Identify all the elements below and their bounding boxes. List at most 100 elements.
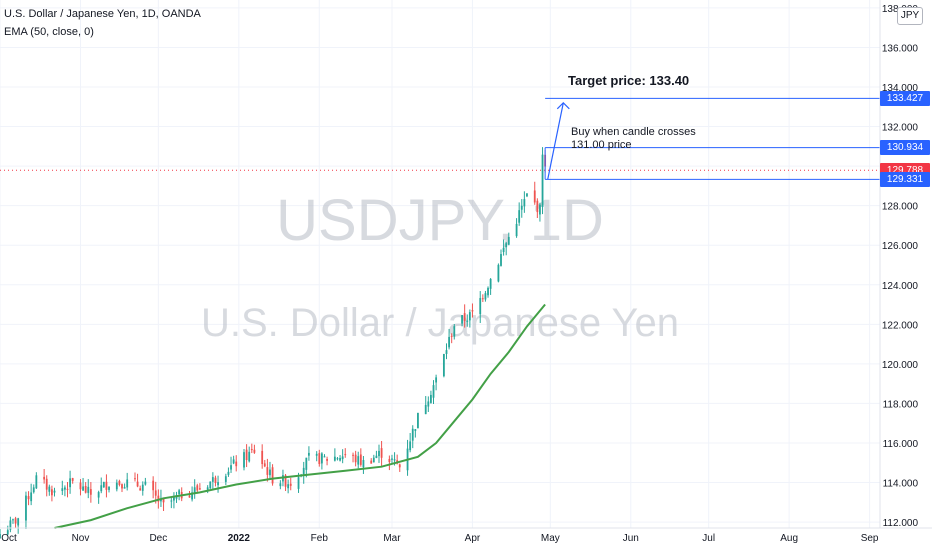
candle-body bbox=[27, 496, 30, 500]
candle-body bbox=[533, 190, 536, 203]
x-tick-label: Mar bbox=[383, 533, 401, 544]
y-tick-label: 114.000 bbox=[883, 479, 919, 490]
x-tick-label: Dec bbox=[149, 533, 167, 544]
candle-body bbox=[126, 479, 129, 488]
candle-body bbox=[87, 486, 90, 493]
candle-body bbox=[466, 320, 469, 322]
candle-body bbox=[224, 476, 227, 482]
symbol-title[interactable]: U.S. Dollar / Japanese Yen, 1D, OANDA bbox=[4, 8, 201, 20]
currency-badge[interactable]: JPY bbox=[897, 7, 923, 25]
candle-body bbox=[271, 467, 274, 484]
candle-body bbox=[502, 247, 505, 253]
candle-body bbox=[196, 485, 199, 491]
candle-body bbox=[6, 530, 9, 535]
candle-body bbox=[375, 455, 378, 459]
y-tick-label: 134.000 bbox=[882, 83, 919, 94]
candle-body bbox=[297, 477, 300, 489]
candle-body bbox=[12, 519, 14, 521]
x-tick-label: Feb bbox=[311, 533, 329, 544]
watermark-symbol: USDJPY, 1D bbox=[276, 188, 604, 253]
candle-body bbox=[414, 429, 417, 431]
y-tick-label: 126.000 bbox=[882, 241, 919, 252]
candle-body bbox=[102, 481, 105, 488]
candle-body bbox=[144, 481, 147, 485]
candle-body bbox=[339, 457, 341, 461]
x-tick-label: Nov bbox=[72, 533, 90, 544]
candle-body bbox=[453, 326, 456, 337]
candle-body bbox=[445, 350, 448, 354]
candle-body bbox=[318, 453, 321, 464]
watermark-name: U.S. Dollar / Japanese Yen bbox=[201, 301, 679, 345]
candle-body bbox=[417, 412, 419, 429]
candle-body bbox=[53, 490, 56, 493]
candle-body bbox=[211, 477, 214, 482]
candle-body bbox=[380, 448, 383, 458]
candle-body bbox=[372, 457, 375, 463]
candle-body bbox=[336, 458, 339, 460]
candle-body bbox=[139, 488, 142, 491]
buy-note-line2: 131.00 price bbox=[571, 139, 632, 151]
candle-body bbox=[152, 480, 155, 491]
price-tag-upper: 130.934 bbox=[880, 140, 930, 156]
candle-body bbox=[209, 481, 212, 489]
x-tick-label: Oct bbox=[1, 533, 17, 544]
candle-body bbox=[461, 315, 463, 324]
candle-body bbox=[481, 298, 484, 300]
candle-body bbox=[279, 483, 282, 487]
candle-body bbox=[89, 489, 92, 495]
x-tick-label: Sep bbox=[861, 533, 879, 544]
candle-body bbox=[333, 456, 336, 461]
candle-body bbox=[484, 293, 487, 300]
ema-line bbox=[54, 303, 546, 529]
candle-body bbox=[448, 336, 450, 348]
candle-body bbox=[302, 467, 305, 476]
candle-body bbox=[323, 456, 326, 458]
candle-body bbox=[9, 520, 12, 530]
y-tick-label: 120.000 bbox=[882, 360, 919, 371]
candle-body bbox=[489, 278, 492, 289]
candle-body bbox=[100, 485, 103, 492]
candle-body bbox=[157, 495, 160, 502]
ema-layer bbox=[54, 303, 546, 529]
candle-body bbox=[432, 385, 435, 398]
candle-body bbox=[539, 204, 541, 215]
candle-body bbox=[352, 454, 354, 456]
target-arrow bbox=[547, 102, 564, 180]
candle-body bbox=[354, 454, 357, 463]
candle-body bbox=[398, 464, 401, 468]
buy-note-line1: Buy when candle crosses bbox=[571, 126, 696, 138]
candle-body bbox=[261, 450, 264, 465]
candle-body bbox=[463, 313, 466, 321]
candle-body bbox=[518, 210, 521, 223]
candle-body bbox=[43, 476, 46, 480]
candle-body bbox=[523, 199, 526, 207]
y-tick-label: 118.000 bbox=[883, 399, 919, 410]
y-tick-label: 116.000 bbox=[883, 439, 919, 450]
candle-body bbox=[45, 478, 48, 490]
candle-body bbox=[191, 492, 194, 500]
candle-body bbox=[121, 484, 123, 489]
candle-body bbox=[507, 236, 510, 245]
candle-body bbox=[357, 456, 360, 465]
y-tick-label: 136.000 bbox=[882, 43, 919, 54]
candle-body bbox=[63, 487, 66, 490]
candle-body bbox=[341, 456, 344, 460]
candle-body bbox=[173, 496, 175, 501]
candle-body bbox=[269, 469, 271, 476]
ema-legend[interactable]: EMA (50, close, 0) bbox=[4, 26, 94, 38]
candle-body bbox=[370, 460, 373, 464]
candle-body bbox=[82, 486, 84, 491]
candle-body bbox=[308, 452, 310, 456]
candle-body bbox=[97, 492, 100, 498]
candle-body bbox=[505, 243, 508, 248]
candle-body bbox=[123, 487, 126, 489]
candle-body bbox=[378, 450, 380, 457]
candle-body bbox=[253, 449, 256, 453]
x-tick-label: May bbox=[541, 533, 560, 544]
candle-body bbox=[136, 481, 139, 487]
y-tick-label: 122.000 bbox=[882, 320, 919, 331]
candle-body bbox=[214, 477, 217, 483]
y-tick-label: 132.000 bbox=[882, 123, 919, 134]
candle-body bbox=[287, 484, 290, 489]
